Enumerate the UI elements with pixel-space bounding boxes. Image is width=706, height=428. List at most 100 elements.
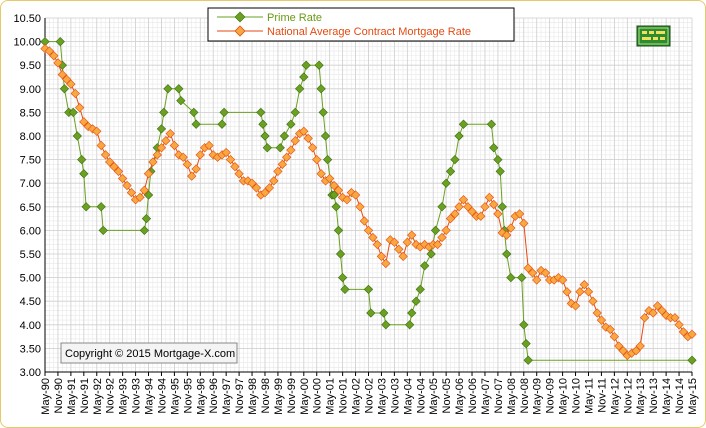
data-point-mortgage bbox=[678, 327, 689, 337]
data-point-mortgage bbox=[445, 213, 456, 224]
x-tick-label: Nov-93 bbox=[131, 378, 143, 413]
x-tick-label: Nov-12 bbox=[622, 378, 634, 413]
series bbox=[40, 36, 697, 365]
y-tick-label: 6.50 bbox=[20, 202, 41, 214]
data-point-prime bbox=[299, 72, 309, 82]
copyright-box: Copyright © 2015 Mortgage-X.com bbox=[60, 342, 238, 364]
data-point-mortgage bbox=[316, 169, 326, 179]
data-point-mortgage bbox=[609, 331, 619, 342]
data-point-mortgage bbox=[53, 58, 63, 68]
data-point-mortgage bbox=[480, 202, 490, 212]
data-point-mortgage bbox=[588, 296, 598, 306]
x-tick-label: May-96 bbox=[195, 378, 207, 415]
x-tick-label: May-06 bbox=[454, 378, 466, 415]
x-tick-label: May-00 bbox=[299, 378, 311, 415]
data-point-mortgage bbox=[182, 159, 192, 169]
x-tick-label: May-04 bbox=[402, 378, 414, 415]
data-point-prime bbox=[445, 166, 456, 177]
data-point-mortgage bbox=[476, 211, 486, 221]
data-point-prime bbox=[322, 154, 333, 165]
data-point-mortgage bbox=[148, 157, 158, 167]
data-point-mortgage bbox=[515, 209, 525, 219]
data-point-prime bbox=[98, 225, 108, 236]
data-point-mortgage bbox=[363, 225, 374, 236]
y-tick-label: 9.00 bbox=[20, 84, 41, 96]
y-tick-label: 5.50 bbox=[20, 249, 41, 261]
data-point-mortgage bbox=[648, 308, 658, 318]
data-point-mortgage bbox=[342, 195, 352, 205]
x-tick-label: Nov-11 bbox=[596, 378, 608, 413]
data-point-mortgage bbox=[96, 140, 106, 151]
x-tick-label: May-13 bbox=[635, 378, 647, 415]
data-point-prime bbox=[430, 225, 441, 236]
data-point-mortgage bbox=[484, 192, 494, 202]
data-point-prime bbox=[286, 119, 296, 129]
data-point-mortgage bbox=[204, 140, 214, 151]
data-point-prime bbox=[523, 355, 533, 365]
data-point-prime bbox=[68, 107, 78, 118]
data-point-mortgage bbox=[143, 169, 154, 179]
data-point-prime bbox=[366, 308, 376, 318]
x-tick-label: May-07 bbox=[480, 378, 492, 415]
data-point-prime bbox=[517, 272, 527, 283]
data-point-mortgage bbox=[402, 237, 412, 247]
data-point-mortgage bbox=[389, 237, 400, 247]
data-point-prime bbox=[156, 124, 167, 134]
y-tick-label: 8.00 bbox=[20, 131, 41, 143]
data-point-prime bbox=[191, 119, 201, 129]
data-point-mortgage bbox=[376, 251, 387, 261]
data-point-prime bbox=[437, 202, 447, 212]
data-point-mortgage bbox=[191, 164, 201, 174]
data-point-prime bbox=[72, 131, 82, 141]
data-point-mortgage bbox=[195, 150, 205, 160]
data-point-mortgage bbox=[596, 315, 607, 325]
data-point-mortgage bbox=[277, 159, 287, 169]
data-point-prime bbox=[502, 249, 512, 259]
data-point-mortgage bbox=[454, 202, 464, 212]
data-point-prime bbox=[163, 84, 173, 94]
x-axis-ticks: May-90 Nov-90 May-91 Nov-91 May-92 Nov-92 May-… bbox=[40, 378, 699, 415]
data-point-mortgage bbox=[79, 117, 89, 127]
data-point-prime bbox=[139, 225, 150, 236]
x-tick-label: Nov-99 bbox=[286, 378, 298, 413]
data-point-mortgage bbox=[221, 147, 231, 158]
data-point-mortgage bbox=[519, 218, 529, 228]
data-point-mortgage bbox=[579, 280, 589, 290]
data-point-mortgage bbox=[187, 171, 197, 181]
data-point-prime bbox=[314, 60, 324, 70]
x-tick-label: May-02 bbox=[351, 378, 363, 415]
data-point-mortgage bbox=[87, 124, 98, 134]
y-tick-label: 5.00 bbox=[20, 273, 41, 285]
data-point-prime bbox=[489, 143, 499, 153]
data-point-prime bbox=[260, 131, 270, 141]
data-point-mortgage bbox=[618, 346, 628, 356]
data-point-prime bbox=[519, 320, 529, 330]
data-point-prime bbox=[55, 36, 65, 47]
data-point-prime bbox=[454, 131, 464, 141]
data-point-mortgage bbox=[337, 192, 348, 202]
x-tick-label: Nov-07 bbox=[493, 378, 505, 413]
data-point-mortgage bbox=[601, 322, 611, 332]
data-point-mortgage bbox=[122, 180, 132, 191]
data-point-prime bbox=[521, 339, 531, 349]
data-point-mortgage bbox=[527, 268, 538, 278]
data-point-mortgage bbox=[139, 185, 150, 195]
data-point-mortgage bbox=[640, 313, 650, 323]
data-point-mortgage bbox=[169, 140, 180, 151]
x-tick-label: Nov-96 bbox=[208, 378, 220, 413]
data-point-mortgage bbox=[303, 133, 313, 143]
data-point-mortgage bbox=[614, 341, 624, 351]
y-tick-label: 8.50 bbox=[20, 107, 41, 119]
x-tick-label: May-91 bbox=[66, 378, 78, 415]
data-point-mortgage bbox=[463, 202, 473, 212]
data-point-prime bbox=[219, 107, 229, 118]
data-point-prime bbox=[493, 154, 503, 165]
data-point-mortgage bbox=[329, 180, 339, 191]
data-point-mortgage bbox=[583, 287, 594, 297]
copyright-text: Copyright © 2015 Mortgage-X.com bbox=[65, 348, 235, 360]
data-point-prime bbox=[340, 284, 350, 295]
y-tick-label: 10.00 bbox=[13, 37, 41, 49]
legend-mortgage-marker bbox=[234, 25, 246, 37]
data-point-mortgage bbox=[273, 166, 283, 177]
